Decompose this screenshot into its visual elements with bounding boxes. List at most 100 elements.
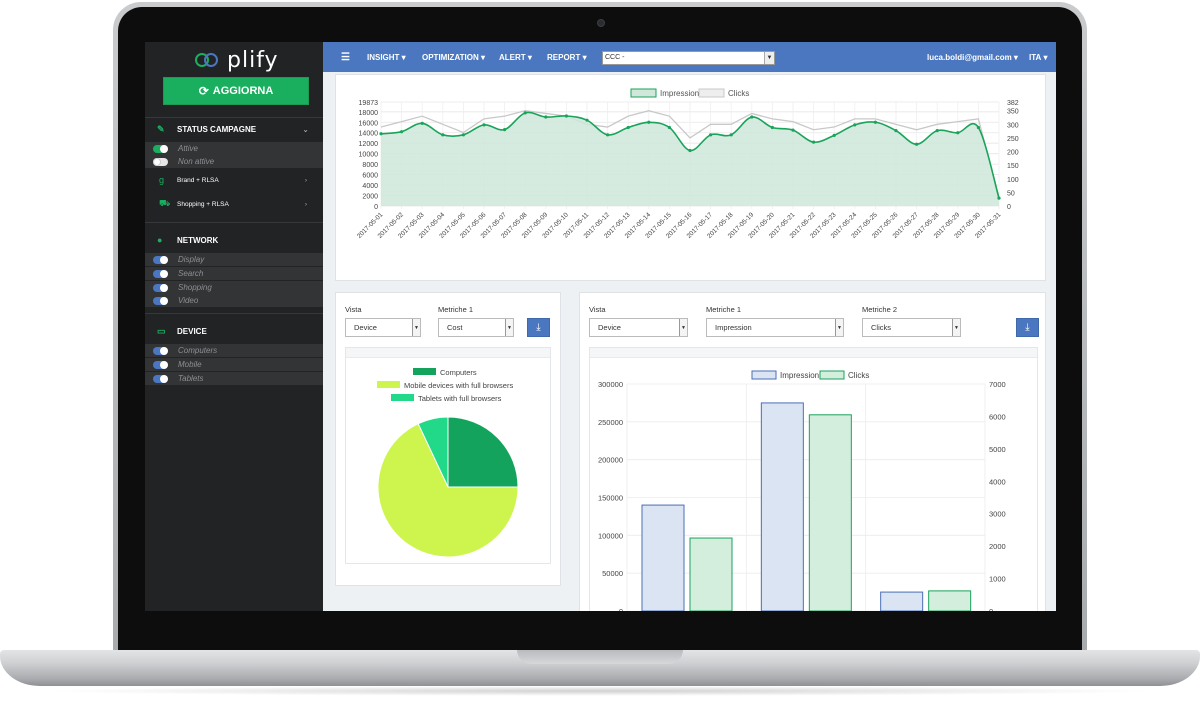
bar-clicks	[928, 590, 972, 611]
download-button[interactable]: ⤓	[527, 318, 550, 337]
data-point-impression	[626, 125, 630, 130]
nav-alert[interactable]: ALERT ▾	[499, 52, 532, 62]
section-network[interactable]: ● NETWORK	[145, 228, 323, 252]
download-icon: ⤓	[1025, 322, 1030, 333]
y-left-tick-label: 19873	[359, 100, 379, 107]
toggle-switch[interactable]	[153, 296, 168, 305]
y-left-tick-label: 12000	[359, 141, 379, 148]
data-point-impression	[832, 133, 836, 137]
toggle-switch[interactable]	[153, 269, 168, 278]
toggle-label: Tablets	[178, 374, 204, 383]
metric-select[interactable]: Cost ▼	[438, 318, 514, 337]
toggle-tablets[interactable]: Tablets	[145, 372, 323, 385]
metric2-label: Metriche 2	[862, 305, 898, 314]
user-menu[interactable]: luca.boldi@gmail.com ▾	[927, 52, 1018, 62]
data-point-impression	[997, 196, 1001, 200]
toggle-mobile[interactable]: Mobile	[145, 358, 323, 371]
y-left-tick-label: 16000	[359, 120, 379, 127]
metric2-select[interactable]: Clicks ▼	[862, 318, 961, 337]
toggle-switch[interactable]	[153, 255, 168, 264]
y-right-tick-label: 0	[1007, 204, 1011, 211]
y-left-tick-label: 150000	[598, 494, 623, 503]
pie-slice	[377, 422, 519, 558]
section-status-campagne[interactable]: ✎ STATUS CAMPAGNE ⌄	[145, 117, 323, 141]
y-right-tick-label: 7000	[989, 380, 1006, 389]
app-logo[interactable]: plify	[195, 45, 279, 75]
campaign-item-shopping-rlsa[interactable]: ⛟ Shopping + RLSA ›	[145, 193, 323, 215]
edit-icon: ✎	[157, 123, 165, 134]
data-point-impression	[379, 132, 383, 136]
toggle-shopping[interactable]: Shopping	[145, 281, 323, 294]
toggle-display[interactable]: Display	[145, 253, 323, 266]
y-left-tick-label: 100000	[598, 531, 623, 540]
aggiorna-label: AGGIORNA	[212, 85, 274, 97]
chevron-right-icon: ›	[304, 200, 307, 208]
data-point-impression	[441, 133, 445, 137]
data-point-impression	[791, 128, 795, 132]
y-right-tick-label: 150	[1007, 163, 1019, 170]
metric1-select[interactable]: Impression ▼	[706, 318, 844, 337]
toggle-non-attive[interactable]: Non attive	[145, 155, 323, 168]
toggle-video[interactable]: Video	[145, 294, 323, 307]
download-button[interactable]: ⤓	[1016, 318, 1039, 337]
toggle-label: Mobile	[178, 360, 202, 369]
toggle-switch[interactable]	[153, 144, 168, 153]
vista-select[interactable]: Device ▼	[345, 318, 421, 337]
chevron-right-icon: ›	[304, 176, 307, 184]
legend-label: Computers	[440, 368, 477, 377]
data-point-impression	[770, 125, 774, 130]
bar-chart-container: ImpressionClicks050000100000150000200000…	[589, 347, 1038, 611]
y-right-tick-label: 350	[1007, 109, 1019, 116]
data-point-impression	[564, 114, 568, 118]
toggle-switch[interactable]	[153, 346, 168, 355]
metric1-label: Metriche 1	[706, 305, 742, 314]
y-left-tick-label: 4000	[362, 183, 378, 190]
account-select[interactable]: CCC - ▼	[602, 51, 775, 65]
campaign-item-brand-rlsa[interactable]: g Brand + RLSA ›	[145, 169, 323, 191]
y-left-tick-label: 200000	[598, 456, 623, 465]
cart-icon: ⛟	[159, 198, 171, 208]
chevron-down-icon: ⌄	[302, 124, 309, 134]
vista-select[interactable]: Device ▼	[589, 318, 688, 337]
y-left-tick-label: 18000	[359, 110, 379, 117]
nav-label: REPORT	[547, 52, 581, 62]
logo-text: plify	[227, 47, 279, 73]
toggle-switch[interactable]	[153, 360, 168, 369]
menu-icon[interactable]: ☰	[341, 51, 350, 63]
y-right-tick-label: 100	[1007, 177, 1019, 184]
series-line-clicks	[380, 110, 1000, 198]
bar-chart: ImpressionClicks050000100000150000200000…	[598, 370, 1006, 611]
nav-label: INSIGHT	[367, 52, 400, 62]
nav-optimization[interactable]: OPTIMIZATION ▾	[422, 52, 485, 62]
y-right-tick-label: 5000	[989, 445, 1006, 454]
nav-report[interactable]: REPORT ▾	[547, 52, 587, 62]
nav-insight[interactable]: INSIGHT ▾	[367, 52, 406, 62]
chevron-down-icon: ▼	[764, 52, 774, 64]
toggle-computers[interactable]: Computers	[145, 344, 323, 357]
language-menu[interactable]: ITA ▾	[1029, 52, 1048, 62]
section-device[interactable]: ▭ DEVICE	[145, 319, 323, 343]
metric1-select-value: Impression	[715, 323, 752, 332]
y-right-tick-label: 0	[989, 607, 993, 611]
legend-swatch-clicks	[698, 88, 725, 98]
data-point-impression	[935, 129, 939, 133]
data-point-impression	[812, 140, 816, 144]
aggiorna-button[interactable]: ⟳ AGGIORNA	[163, 77, 309, 105]
account-select-value: CCC -	[605, 54, 625, 61]
top-navbar: ☰ INSIGHT ▾ OPTIMIZATION ▾ ALERT ▾ REPOR…	[323, 42, 1056, 72]
camera-icon	[597, 19, 605, 27]
toggle-switch[interactable]	[153, 283, 168, 292]
campaign-label: Shopping + RLSA	[177, 200, 229, 208]
toggle-switch[interactable]	[153, 157, 168, 166]
toggle-search[interactable]: Search	[145, 267, 323, 280]
y-left-tick-label: 2000	[362, 194, 378, 201]
sidebar-divider	[145, 313, 323, 314]
y-right-tick-label: 382	[1007, 100, 1019, 107]
toggle-label: Search	[178, 269, 204, 278]
metric2-select-value: Clicks	[871, 323, 891, 332]
toggle-attive[interactable]: Attive	[145, 142, 323, 155]
toggle-switch[interactable]	[153, 374, 168, 383]
sidebar-divider	[145, 117, 323, 118]
data-point-impression	[585, 118, 589, 122]
